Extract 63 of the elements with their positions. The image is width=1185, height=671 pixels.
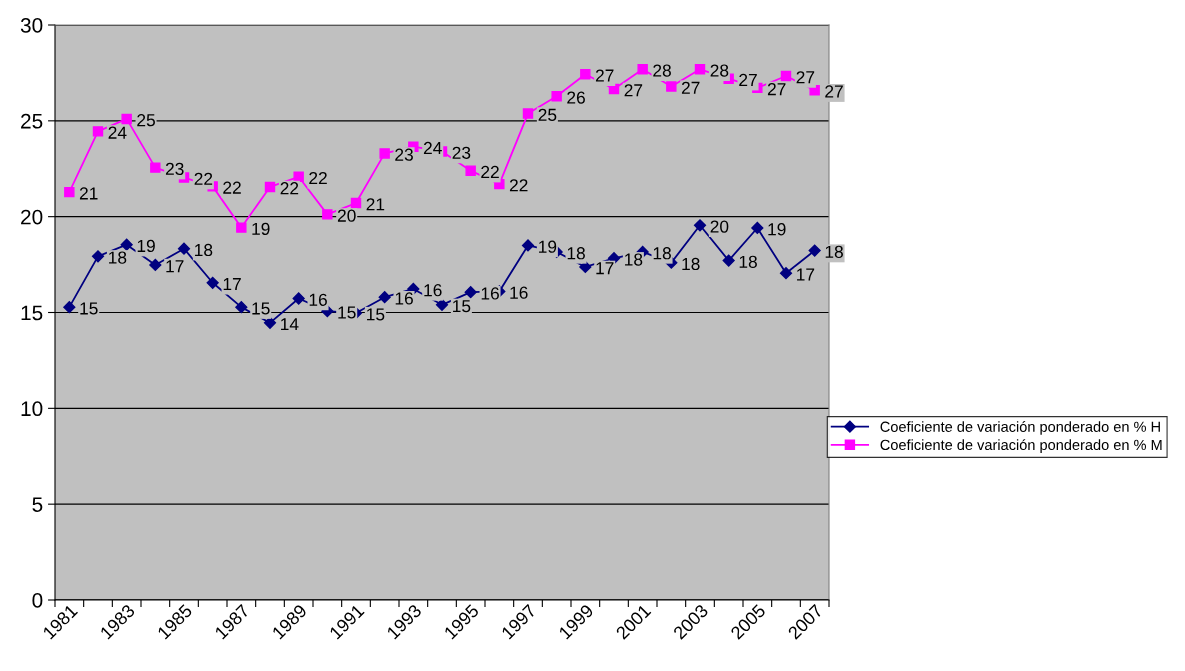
data-label: 27	[739, 73, 757, 86]
data-label: 17	[166, 260, 184, 273]
data-label: 21	[79, 187, 98, 200]
data-label: 17	[223, 278, 241, 291]
data-label: 24	[423, 141, 442, 154]
data-label: 27	[796, 71, 815, 84]
data-label: 18	[625, 253, 643, 266]
data-label: 19	[137, 239, 155, 253]
data-label: 15	[252, 302, 270, 315]
data-label: 25	[538, 108, 557, 121]
y-tick-label: 10	[21, 401, 43, 417]
data-label: 28	[710, 64, 729, 77]
data-label: 19	[768, 223, 786, 236]
data-label: 16	[481, 287, 499, 300]
legend-label: Coeficiente de variación ponderado en % M	[880, 439, 1162, 453]
data-label: 28	[653, 64, 671, 77]
data-label: 27	[825, 85, 843, 98]
y-tick-label: 5	[32, 497, 43, 512]
data-label: 16	[510, 286, 528, 299]
data-label: 23	[165, 162, 184, 176]
y-tick-label: 25	[21, 113, 43, 129]
data-label: 18	[682, 257, 700, 271]
data-label: 17	[596, 262, 614, 275]
data-label: 27	[681, 81, 700, 94]
data-label: 23	[395, 148, 413, 161]
data-label: 23	[452, 146, 471, 159]
data-label: 16	[395, 292, 413, 305]
data-label: 15	[453, 300, 471, 313]
data-label: 22	[481, 165, 499, 178]
data-label: 22	[509, 179, 528, 192]
data-label: 27	[767, 83, 786, 96]
data-label: 26	[567, 91, 585, 104]
data-label: 25	[137, 114, 155, 127]
data-label: 15	[80, 302, 98, 315]
data-label: 22	[309, 171, 327, 185]
data-label: 20	[337, 209, 356, 222]
data-label: 15	[367, 308, 385, 321]
data-label: 19	[539, 240, 557, 253]
data-label: 18	[739, 255, 757, 268]
y-tick-label: 15	[21, 305, 43, 321]
data-label: 21	[366, 198, 385, 211]
data-label: 19	[252, 222, 270, 236]
y-tick-label: 30	[20, 18, 43, 33]
data-label: 16	[309, 293, 327, 306]
data-label: 14	[281, 318, 299, 331]
data-label: 20	[710, 220, 729, 233]
data-label: 27	[595, 69, 614, 82]
y-tick-label: 0	[32, 593, 43, 608]
data-label: 22	[280, 182, 299, 195]
data-label: 27	[624, 84, 643, 97]
data-label: 18	[825, 245, 843, 259]
data-label: 17	[797, 268, 815, 281]
data-label: 24	[108, 126, 127, 139]
data-label: 18	[653, 247, 671, 260]
data-label: 16	[424, 284, 442, 297]
data-label: 15	[338, 306, 356, 319]
y-tick-label: 20	[21, 209, 43, 225]
data-label: 22	[223, 181, 241, 194]
data-label: 18	[109, 251, 127, 264]
data-label: 18	[195, 243, 213, 257]
legend-label: Coeficiente de variación ponderado en % H	[880, 421, 1160, 435]
data-label: 18	[567, 247, 585, 260]
data-label: 22	[194, 172, 213, 185]
